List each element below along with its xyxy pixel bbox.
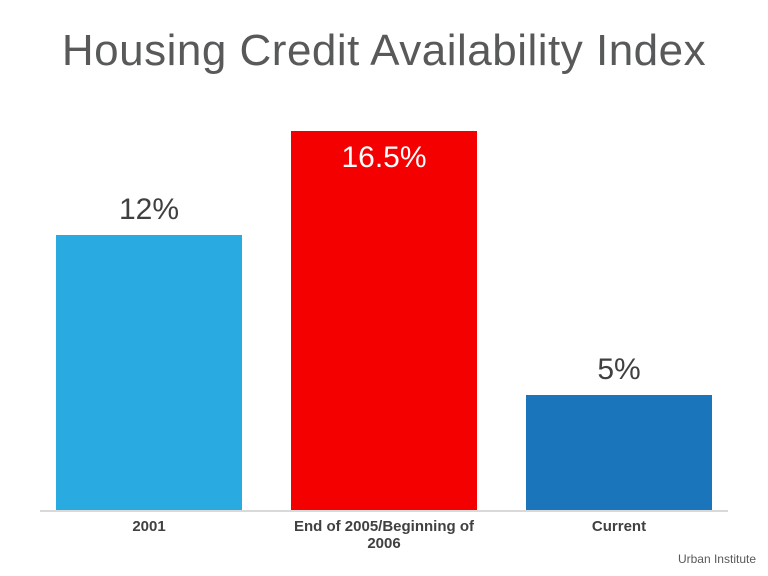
category-label-end-of-2005-beginning-of-2006: End of 2005/Beginning of 2006: [293, 518, 474, 552]
bar-value-label: 5%: [597, 353, 641, 386]
bars-area: 12% 16.5% 5%: [56, 120, 712, 510]
source-attribution: Urban Institute: [677, 552, 756, 566]
category-labels-row: 2001 End of 2005/Beginning of 2006 Current: [56, 518, 712, 552]
bar-chart: 12% 16.5% 5% 2001 End of 2005/Beginning of …: [40, 120, 728, 576]
bar-value-label: 12%: [118, 193, 180, 226]
category-label-current: Current: [591, 518, 647, 535]
bar-group-2001: 12%: [56, 195, 242, 510]
bar-end-of-2005-beginning-of-2006: 16.5%: [291, 131, 477, 510]
bar-2001: [56, 235, 242, 510]
chart-title: Housing Credit Availability Index: [61, 26, 707, 75]
x-axis-line: [40, 510, 728, 512]
bar-group-current: 5%: [526, 355, 712, 510]
bar-value-label: 16.5%: [341, 141, 427, 174]
bar-current: [526, 395, 712, 510]
bar-group-end-of-2005-beginning-of-2006: 16.5%: [291, 131, 477, 510]
category-label-2001: 2001: [132, 518, 166, 535]
